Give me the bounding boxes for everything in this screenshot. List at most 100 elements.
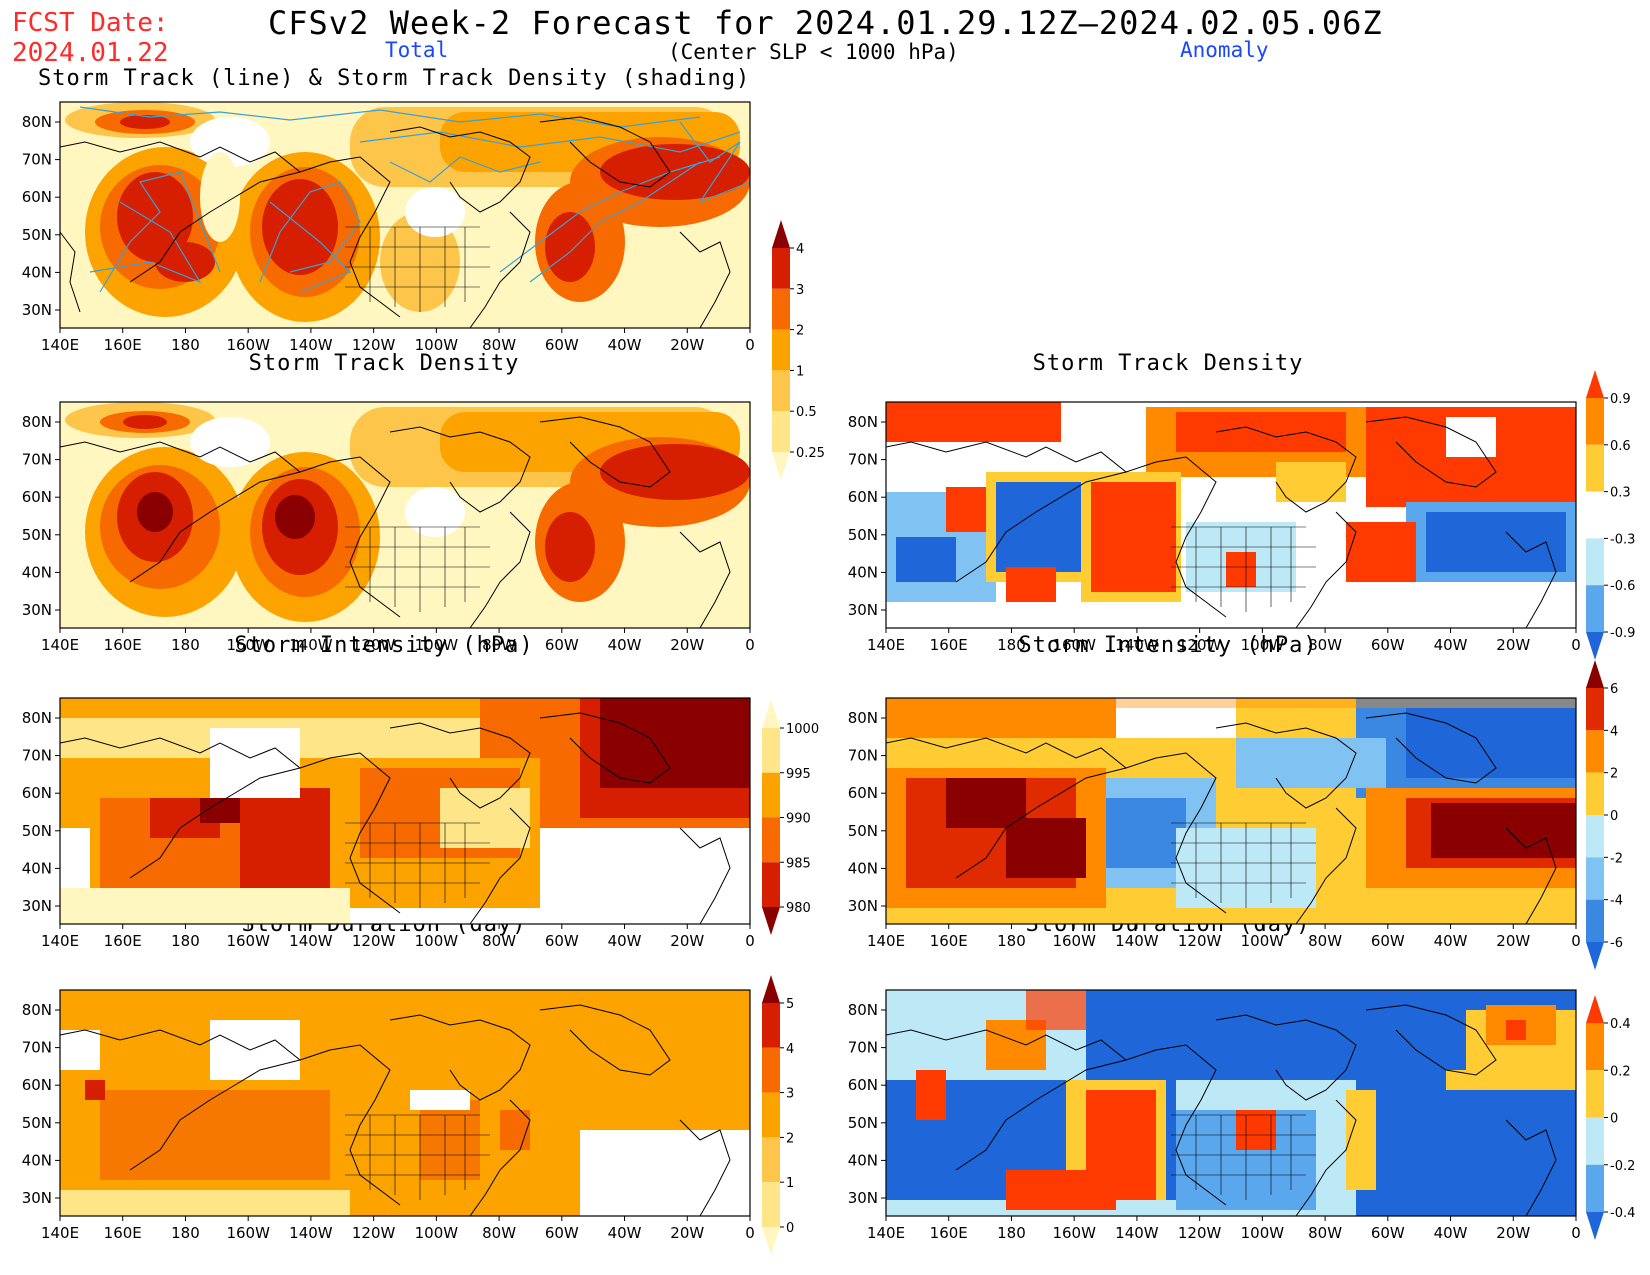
lat-label: 40N: [22, 263, 52, 281]
panel-title-intensity-anomaly: Storm Intensity (hPa): [1018, 633, 1318, 658]
lon-label: 180: [997, 1224, 1026, 1242]
us-state-borders: [1171, 526, 1316, 612]
colorbar-segment: [1586, 857, 1604, 900]
lon-label: 100W: [415, 1224, 459, 1242]
lon-label: 180: [171, 636, 200, 654]
colorbar-label: 2: [1610, 767, 1618, 782]
lon-label: 160E: [104, 1224, 142, 1242]
colorbar-label: 2: [796, 324, 804, 339]
lat-label: 30N: [22, 601, 52, 619]
lat-label: 60N: [22, 188, 52, 206]
lon-label: 180: [997, 932, 1026, 950]
colorbar-segment: [762, 862, 780, 907]
lon-label: 140W: [289, 932, 333, 950]
colorbar-label: 2: [786, 1131, 794, 1146]
us-state-borders: [345, 1114, 490, 1200]
colorbar-label: 0: [1610, 1112, 1618, 1127]
map-panel-density-total: [59, 401, 751, 629]
colorbar-bottom-arrow: [762, 1227, 780, 1255]
lon-label: 100W: [1241, 932, 1285, 950]
colorbar-segment: [772, 248, 790, 289]
lon-label: 160E: [930, 636, 968, 654]
colorbar-label: 1: [796, 364, 804, 379]
lon-label: 140E: [867, 636, 905, 654]
lon-label: 100W: [415, 336, 459, 354]
lon-label: 100W: [1241, 636, 1285, 654]
lon-label: 140E: [41, 932, 79, 950]
lon-label: 40W: [608, 636, 642, 654]
us-state-borders: [345, 526, 490, 612]
colorbar-segment: [1586, 815, 1604, 858]
colorbars: 43210.50.250.90.60.3-0.3-0.6-0.910009959…: [762, 220, 1635, 1255]
colorbar-intensity-anomaly: 6 4 2 0 -2 -4 -6: [1586, 660, 1623, 970]
colorbar-label: 1: [786, 1176, 794, 1191]
coastlines: [885, 1004, 1557, 1217]
lon-label: 80W: [482, 1224, 516, 1242]
lon-label: 120W: [352, 636, 396, 654]
anomaly-shading: [886, 402, 1576, 602]
colorbar-segment: [1586, 730, 1604, 773]
column-heading-anomaly: Anomaly: [1180, 38, 1269, 62]
colorbar-label: -0.2: [1610, 1159, 1635, 1174]
lon-label: 140W: [1115, 932, 1159, 950]
colorbar-top-arrow: [1586, 660, 1604, 688]
colorbar-label: 3: [796, 283, 804, 298]
lon-label: 20W: [670, 1224, 704, 1242]
lat-label: 30N: [22, 1189, 52, 1207]
lon-label: 80W: [482, 336, 516, 354]
lon-label: 0: [745, 1224, 755, 1242]
colorbar-density-anomaly: 0.9 0.6 0.3 -0.3 -0.6 -0.9: [1586, 370, 1635, 660]
colorbar-bottom-arrow: [1586, 632, 1604, 660]
lon-label: 0: [745, 636, 755, 654]
lon-label: 20W: [1496, 932, 1530, 950]
lat-label: 80N: [22, 113, 52, 131]
lat-label: 60N: [22, 488, 52, 506]
lon-label: 40W: [1434, 932, 1468, 950]
colorbar-density-total: 4 3 2 1 0.5 0.25: [772, 220, 825, 480]
panel-title-density-total: Storm Track Density: [248, 351, 520, 376]
lon-label: 180: [997, 636, 1026, 654]
colorbar-label: 0: [1610, 809, 1618, 824]
lon-label: 140E: [41, 1224, 79, 1242]
colorbar-label: -0.9: [1610, 626, 1635, 641]
lat-label: 50N: [848, 1114, 878, 1132]
us-state-borders: [1171, 822, 1316, 908]
lon-label: 80W: [1308, 636, 1342, 654]
colorbar-segment: [1586, 491, 1604, 539]
colorbar-segment: [772, 329, 790, 371]
colorbar-segment: [762, 1047, 780, 1093]
colorbar-segment: [1586, 688, 1604, 731]
colorbar-segment: [772, 370, 790, 412]
colorbar-segment: [762, 728, 780, 773]
lon-label: 80W: [482, 636, 516, 654]
lon-label: 140E: [867, 1224, 905, 1242]
lat-label: 70N: [22, 1039, 52, 1057]
lat-label: 80N: [22, 413, 52, 431]
lon-label: 160E: [104, 636, 142, 654]
colorbar-segment: [1586, 585, 1604, 632]
lon-label: 140W: [1115, 636, 1159, 654]
lon-label: 160E: [930, 1224, 968, 1242]
colorbar-segment: [1586, 538, 1604, 586]
map-panel-duration-total: [59, 989, 751, 1217]
lon-label: 120W: [352, 932, 396, 950]
colorbar-top-arrow: [1586, 370, 1604, 398]
colorbar-duration-anomaly: 0.4 0.2 0 -0.2 -0.4: [1586, 995, 1635, 1240]
lat-label: 70N: [848, 747, 878, 765]
map-frame: [59, 101, 751, 329]
lon-label: 140W: [1115, 1224, 1159, 1242]
colorbar-label: 995: [786, 767, 811, 782]
lon-label: 60W: [545, 1224, 579, 1242]
colorbar-label: -4: [1610, 894, 1623, 909]
lat-label: 30N: [22, 897, 52, 915]
anomaly-shading: [886, 698, 1576, 908]
lon-label: 20W: [670, 336, 704, 354]
colorbar-segment: [1586, 444, 1604, 492]
colorbar-top-arrow: [762, 700, 780, 728]
lat-label: 60N: [848, 488, 878, 506]
colorbar-duration-total: 5 4 3 2 1 0: [762, 975, 794, 1255]
map-panel-duration-anomaly: [885, 989, 1577, 1217]
lat-label: 50N: [22, 526, 52, 544]
lon-label: 40W: [608, 1224, 642, 1242]
coastlines: [59, 1004, 731, 1217]
